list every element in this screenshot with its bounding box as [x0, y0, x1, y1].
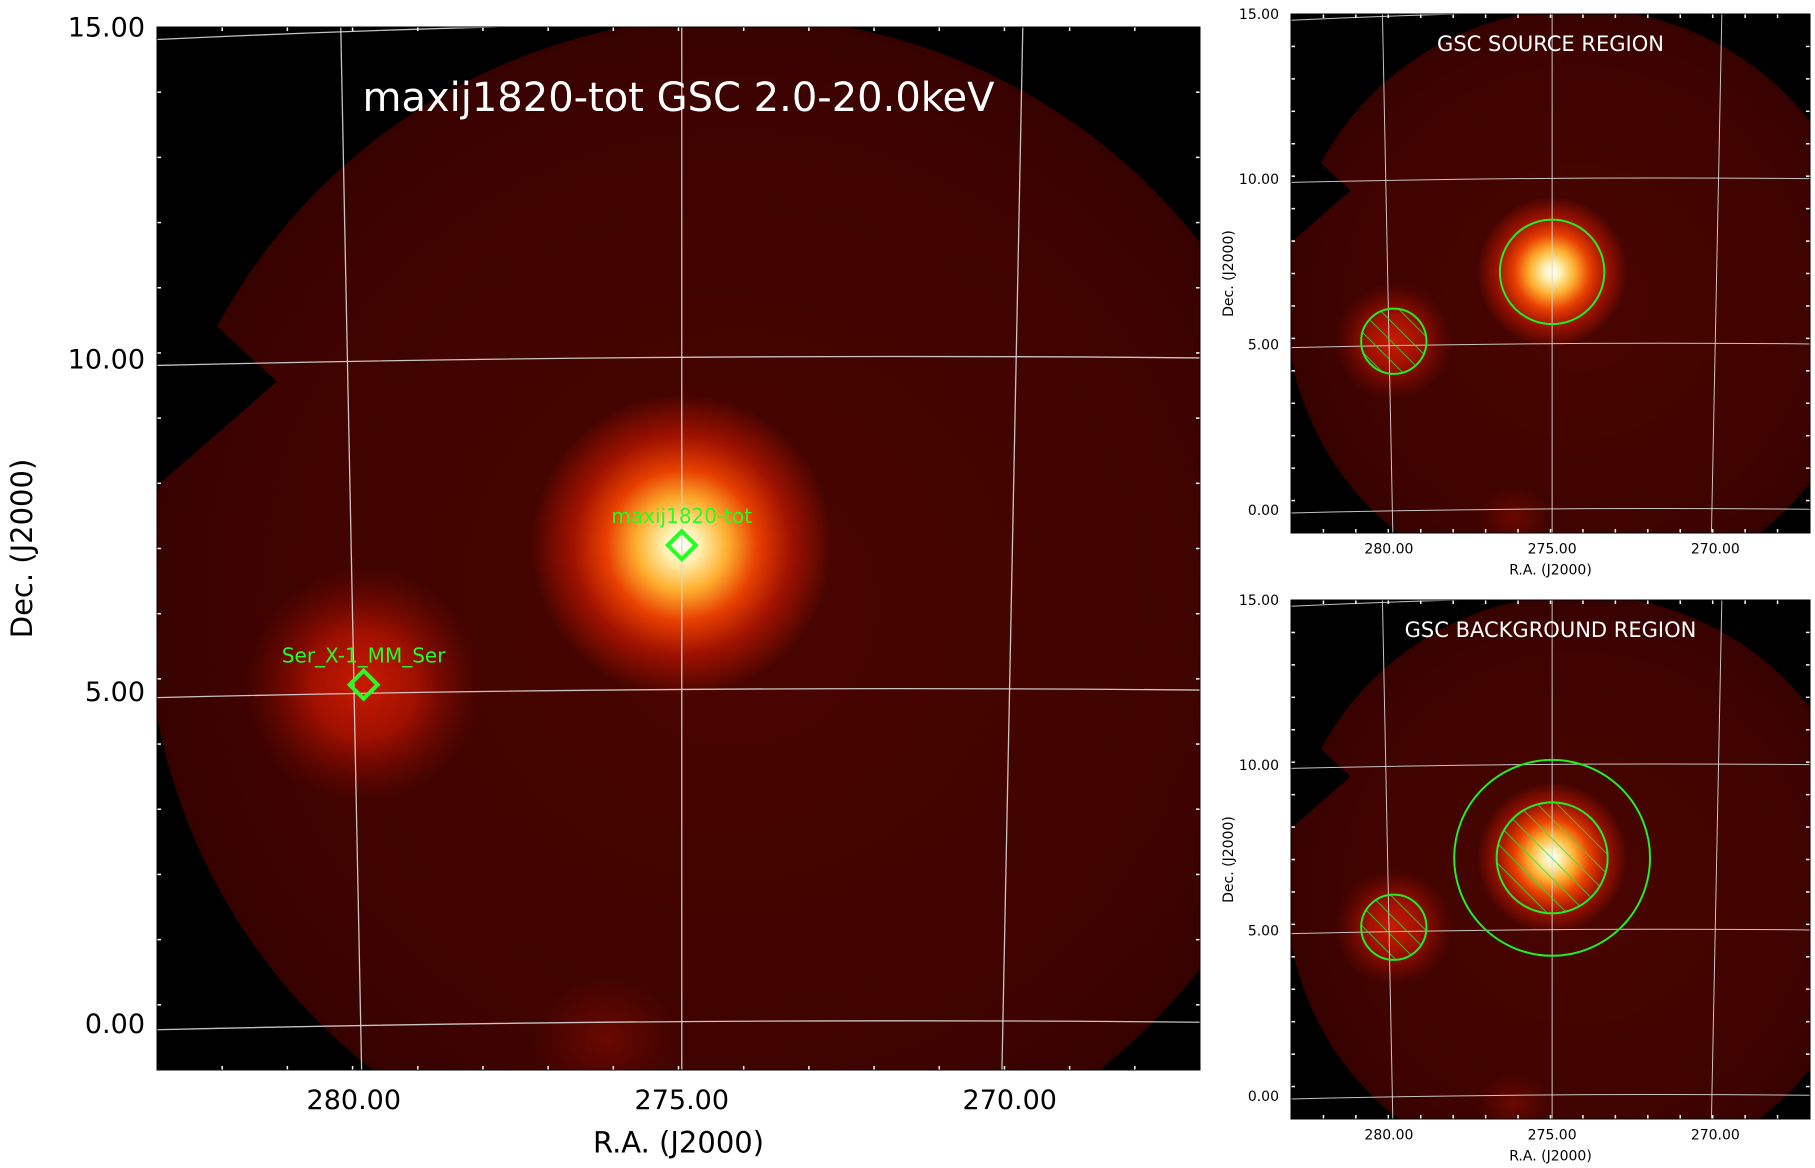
plot-area [1291, 14, 1810, 533]
x-tick-label-1: 275.00 [1528, 541, 1577, 557]
plot-frame [1290, 13, 1811, 534]
grid-line-ra-2 [1001, 27, 1024, 1070]
x-tick-label-0: 280.00 [307, 1085, 401, 1116]
minor-ticks [1291, 14, 1810, 533]
field-notch [157, 287, 277, 486]
faint-emission [532, 976, 679, 1070]
y-tick-label-0: 0.00 [1248, 503, 1279, 519]
chart-panel-0: maxij1820-totSer_X-1_MM_Sermaxij1820-tot… [5, 12, 1201, 1160]
source-marker-1 [346, 667, 381, 702]
minor-ticks [1291, 600, 1810, 1119]
field-notch [1291, 143, 1351, 243]
y-tick-label-0: 0.00 [85, 1009, 145, 1040]
y-axis-title: Dec. (J2000) [5, 459, 39, 639]
grid-line-dec-2 [157, 355, 1200, 367]
region-circle-1 [1360, 307, 1428, 375]
grid-line-dec-3 [1291, 14, 1479, 21]
x-tick-label-0: 280.00 [1364, 541, 1413, 557]
grid-line-dec-2 [1291, 763, 1810, 769]
grid-line-dec-3 [157, 27, 520, 41]
x-axis-title: R.A. (J2000) [1509, 562, 1592, 578]
region-hatch-1 [1496, 802, 1608, 914]
source-marker-0 [664, 528, 699, 563]
y-tick-label-1: 5.00 [85, 677, 145, 708]
region-circle-1 [1495, 801, 1609, 915]
region-hatch-2 [1361, 894, 1427, 960]
x-axis-title: R.A. (J2000) [593, 1126, 764, 1160]
faint-emission [1477, 486, 1551, 533]
y-tick-label-3: 15.00 [68, 12, 145, 43]
x-tick-label-0: 280.00 [1364, 1127, 1413, 1143]
plot-area [1291, 600, 1810, 1119]
chart-panel-1: GSC SOURCE REGION 280.00 275.00 270.00 0.00 5… [1221, 7, 1811, 578]
x-tick-label-2: 270.00 [963, 1085, 1057, 1116]
y-tick-label-2: 10.00 [68, 345, 145, 376]
grid-line-dec-3 [1291, 600, 1479, 607]
region-hatch-1 [1361, 308, 1427, 374]
minor-ticks [157, 27, 1200, 1070]
y-tick-label-2: 10.00 [1239, 758, 1279, 774]
region-circle-2 [1360, 893, 1428, 961]
x-tick-label-2: 270.00 [1691, 541, 1740, 557]
chart-panel-2: GSC BACKGROUND REGION 280.00 275.00 270.00 0… [1221, 593, 1811, 1164]
grid-line-ra-2 [1710, 600, 1723, 1119]
grid-line-dec-1 [157, 688, 1200, 699]
chart-title: maxij1820-tot GSC 2.0-20.0keV [362, 75, 995, 121]
y-tick-label-1: 5.00 [1248, 337, 1279, 353]
x-tick-label-1: 275.00 [1528, 1127, 1577, 1143]
chart-title: GSC SOURCE REGION [1437, 32, 1664, 56]
plot-frame [1290, 599, 1811, 1120]
grid-line-dec-0 [1291, 1094, 1810, 1100]
field-notch [1291, 729, 1351, 829]
y-axis-title: Dec. (J2000) [1221, 230, 1237, 317]
source-label-1: Ser_X-1_MM_Ser [282, 644, 446, 668]
x-axis-title: R.A. (J2000) [1509, 1148, 1592, 1164]
grid-line-dec-0 [1291, 508, 1810, 514]
x-tick-label-2: 270.00 [1691, 1127, 1740, 1143]
region-circle-0 [1453, 758, 1652, 957]
plot-frame [156, 26, 1201, 1071]
grid-line-dec-0 [157, 1020, 1200, 1031]
plot-area: maxij1820-tot Ser_X-1_MM_Ser [157, 27, 1200, 1070]
grid-line-ra-0 [1381, 14, 1394, 533]
y-tick-label-3: 15.00 [1239, 593, 1279, 609]
grid-line-ra-0 [340, 27, 363, 1070]
grid-line-ra-2 [1710, 14, 1723, 533]
y-axis-title: Dec. (J2000) [1221, 816, 1237, 903]
faint-emission [1477, 1072, 1551, 1119]
region-circle-0 [1498, 218, 1606, 326]
y-tick-label-3: 15.00 [1239, 7, 1279, 23]
y-tick-label-0: 0.00 [1248, 1089, 1279, 1105]
source-glow-1 [245, 566, 482, 803]
grid-line-dec-2 [1291, 177, 1810, 183]
y-tick-label-2: 10.00 [1239, 172, 1279, 188]
y-tick-label-1: 5.00 [1248, 923, 1279, 939]
source-label-0: maxij1820-tot [611, 504, 752, 528]
x-tick-label-1: 275.00 [635, 1085, 729, 1116]
grid-line-ra-0 [1381, 600, 1394, 1119]
chart-title: GSC BACKGROUND REGION [1405, 618, 1697, 642]
